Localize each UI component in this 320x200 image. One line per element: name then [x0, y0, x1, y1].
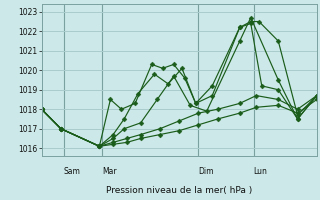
- Text: Sam: Sam: [64, 167, 81, 176]
- Text: Pression niveau de la mer( hPa ): Pression niveau de la mer( hPa ): [106, 186, 252, 195]
- Text: Lun: Lun: [253, 167, 268, 176]
- Text: Mar: Mar: [102, 167, 117, 176]
- Text: Dim: Dim: [198, 167, 214, 176]
